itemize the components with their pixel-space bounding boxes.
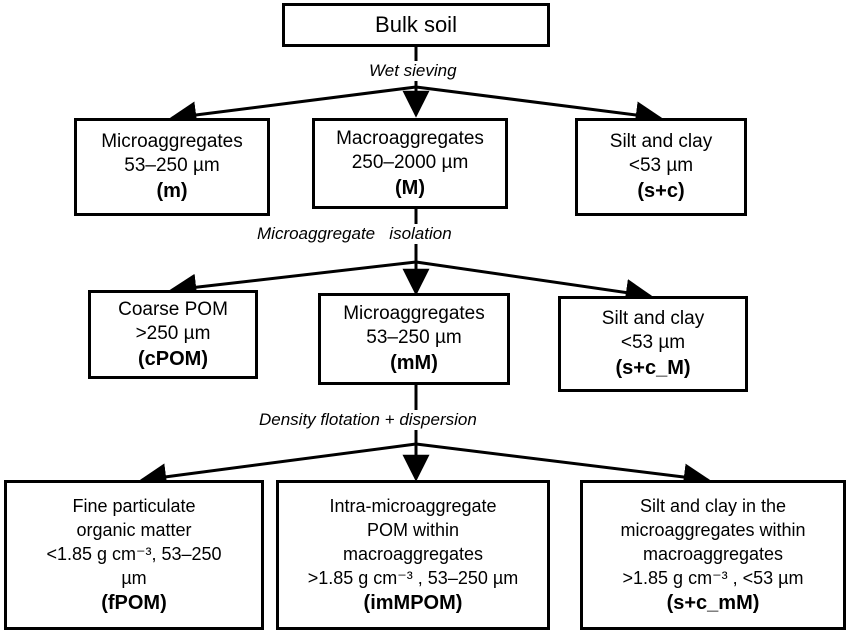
node-line: <53 µm xyxy=(628,155,694,176)
branch-line-2-right xyxy=(415,260,653,306)
node-line: macroaggregates xyxy=(342,544,484,564)
node-silt-clay-scM: Silt and clay <53 µm (s+c_M) xyxy=(558,296,748,392)
node-macroaggregates-M: Macroaggregates 250–2000 µm (M) xyxy=(312,118,508,209)
node-fine-pom: Fine particulate organic matter <1.85 g … xyxy=(4,480,264,630)
node-line: Macroaggregates xyxy=(336,127,484,149)
node-line: Silt and clay in the xyxy=(639,496,787,516)
node-line: >250 µm xyxy=(135,322,211,344)
node-line: Fine particulate xyxy=(72,496,196,516)
node-microaggregates-m: Microaggregates 53–250 µm (m) xyxy=(74,118,270,216)
node-line: Silt and clay xyxy=(601,308,705,329)
step-label-microaggregate-isolation: Microaggregate isolation xyxy=(254,224,455,244)
node-code: (fPOM) xyxy=(101,592,167,614)
bulk-soil-box: Bulk soil xyxy=(282,3,550,47)
node-line: 250–2000 µm xyxy=(351,151,469,173)
node-line: POM within xyxy=(366,520,460,540)
bulk-soil-label: Bulk soil xyxy=(375,12,457,37)
branch-line-3-left xyxy=(139,442,417,491)
node-line: Silt and clay xyxy=(609,131,713,152)
node-code: (cPOM) xyxy=(138,347,208,370)
node-line: macroaggregates xyxy=(642,544,784,564)
node-line: Microaggregates xyxy=(101,131,243,152)
step-label-density-flotation: Density flotation + dispersion xyxy=(256,410,480,430)
node-line: Microaggregates xyxy=(343,303,485,324)
node-microaggregates-mM: Microaggregates 53–250 µm (mM) xyxy=(318,293,510,385)
node-silt-clay-scmM: Silt and clay in the microaggregates wit… xyxy=(580,480,846,630)
node-line: µm xyxy=(121,568,147,588)
node-line: Coarse POM xyxy=(118,298,228,320)
node-line: 53–250 µm xyxy=(366,327,462,348)
node-line: organic matter xyxy=(76,520,192,540)
node-code: (s+c_M) xyxy=(615,357,691,379)
branch-line-2-left xyxy=(169,260,417,301)
branch-line-1-right xyxy=(415,85,663,129)
node-code: (imMPOM) xyxy=(363,592,463,614)
node-code: (m) xyxy=(156,180,188,202)
node-silt-clay-sc: Silt and clay <53 µm (s+c) xyxy=(575,118,747,216)
node-line: microaggregates within xyxy=(620,520,806,540)
branch-line-3-right xyxy=(415,442,711,491)
node-code: (s+c_mM) xyxy=(666,592,760,614)
node-line: Intra-microaggregate xyxy=(329,496,497,516)
node-coarse-pom: Coarse POM >250 µm (cPOM) xyxy=(88,290,258,379)
node-line: <1.85 g cm⁻³, 53–250 xyxy=(46,544,222,564)
node-code: (mM) xyxy=(390,352,438,374)
node-line: <53 µm xyxy=(620,332,686,353)
node-line: >1.85 g cm⁻³ , <53 µm xyxy=(622,568,804,588)
step-label-wet-sieving: Wet sieving xyxy=(366,61,460,81)
node-code: (M) xyxy=(395,176,425,199)
node-line: 53–250 µm xyxy=(124,155,220,176)
branch-line-1-left xyxy=(169,85,417,129)
node-line: >1.85 g cm⁻³ , 53–250 µm xyxy=(307,568,519,588)
node-code: (s+c) xyxy=(637,180,685,202)
node-intra-micro-pom: Intra-microaggregate POM within macroagg… xyxy=(276,480,550,630)
